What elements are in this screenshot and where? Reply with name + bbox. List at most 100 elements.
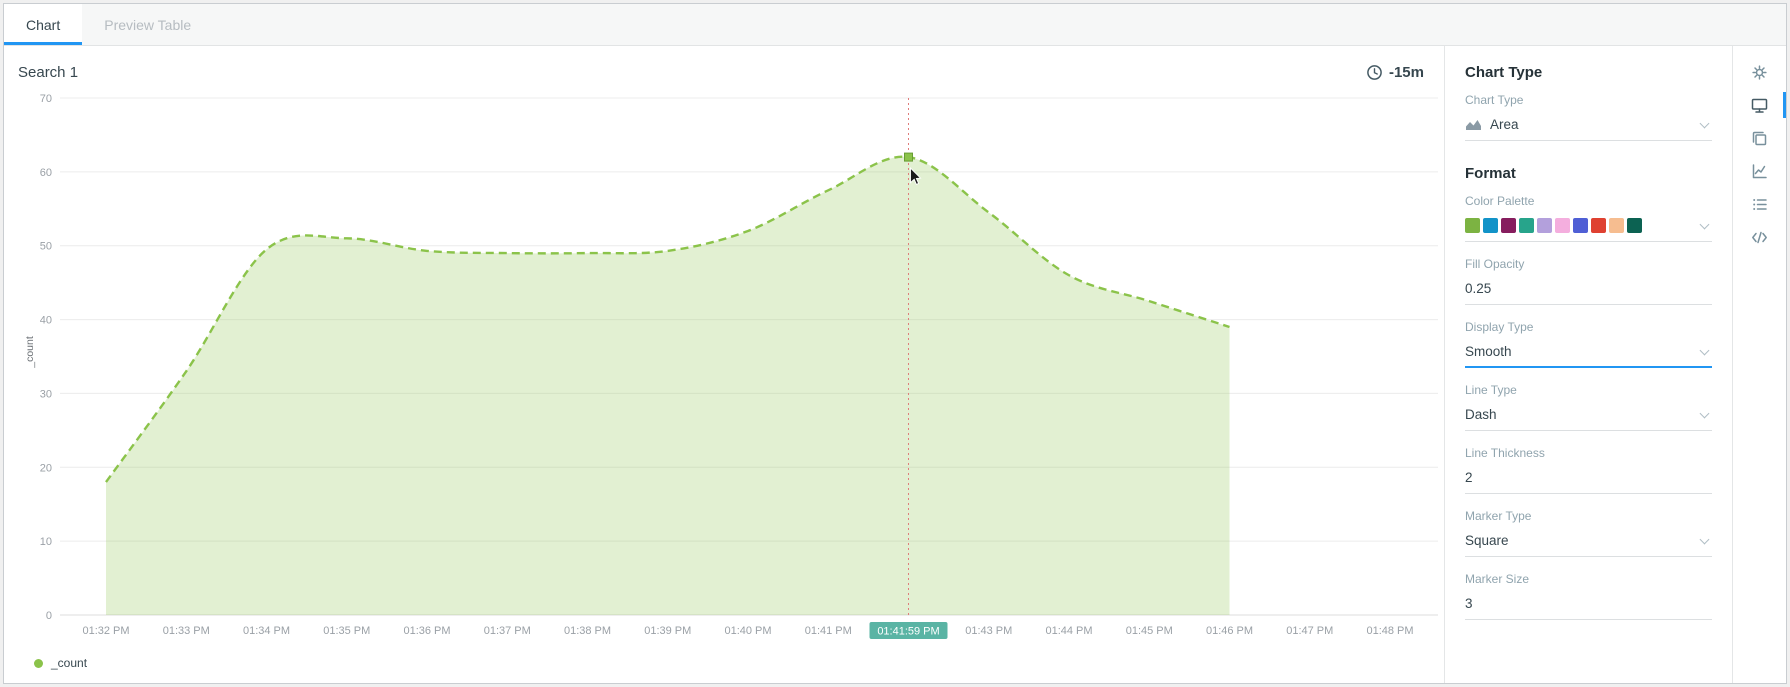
svg-text:01:47 PM: 01:47 PM <box>1286 625 1333 637</box>
field-chart-type: Chart Type Area <box>1465 93 1712 141</box>
tab-preview-table[interactable]: Preview Table <box>82 4 213 45</box>
tab-bar: Chart Preview Table <box>4 4 1786 46</box>
chart-legend: _count <box>18 649 1444 677</box>
chart-pane: Search 1 -15m _count 0 10 20 30 40 50 60 70 01:3… <box>4 46 1444 683</box>
line-type-select[interactable]: Dash <box>1465 405 1712 431</box>
palette-swatch-6 <box>1573 218 1588 233</box>
field-display-type: Display Type Smooth <box>1465 320 1712 368</box>
y-axis-title: _count <box>23 336 36 368</box>
hover-time-badge <box>869 622 948 639</box>
chevron-down-icon <box>1699 118 1710 128</box>
line-thickness-value: 2 <box>1465 470 1473 485</box>
display-monitor-icon[interactable] <box>1749 94 1771 116</box>
svg-text:01:40 PM: 01:40 PM <box>724 625 771 637</box>
chart-type-section-heading: Chart Type <box>1465 64 1543 81</box>
chevron-down-icon <box>1699 534 1710 544</box>
chevron-down-icon <box>1699 219 1710 229</box>
time-range-label: -15m <box>1388 63 1424 81</box>
display-type-value: Smooth <box>1465 344 1512 359</box>
copy-icon[interactable] <box>1749 127 1771 149</box>
legend-list-icon[interactable] <box>1749 193 1771 215</box>
line-type-value: Dash <box>1465 407 1497 422</box>
svg-text:60: 60 <box>40 167 52 179</box>
marker-size-value: 3 <box>1465 596 1473 611</box>
chevron-down-icon <box>1699 408 1710 418</box>
svg-text:01:36 PM: 01:36 PM <box>403 625 450 637</box>
palette-swatch-2 <box>1501 218 1516 233</box>
palette-swatch-9 <box>1627 218 1642 233</box>
svg-text:10: 10 <box>40 536 52 548</box>
area-fill <box>106 156 1230 615</box>
svg-text:01:46 PM: 01:46 PM <box>1206 625 1253 637</box>
palette-swatch-0 <box>1465 218 1480 233</box>
fill-opacity-value: 0.25 <box>1465 281 1492 296</box>
legend-series-label: _count <box>51 656 88 670</box>
marker-size-field-label: Marker Size <box>1465 572 1530 586</box>
panel-editor-window: Chart Preview Table Search 1 -15m _count <box>3 3 1787 684</box>
display-type-select[interactable]: Smooth <box>1465 342 1712 368</box>
line-thickness-field-label: Line Thickness <box>1465 446 1545 460</box>
display-type-field-label: Display Type <box>1465 320 1534 334</box>
svg-text:40: 40 <box>40 315 52 327</box>
svg-text:01:37 PM: 01:37 PM <box>484 625 531 637</box>
svg-text:01:38 PM: 01:38 PM <box>564 625 611 637</box>
clock-icon <box>1367 64 1382 80</box>
chart-type-select[interactable]: Area <box>1465 115 1712 141</box>
svg-text:01:34 PM: 01:34 PM <box>243 625 290 637</box>
svg-text:0: 0 <box>46 610 52 622</box>
marker-size-input[interactable]: 3 <box>1465 594 1712 620</box>
marker-type-select[interactable]: Square <box>1465 531 1712 557</box>
palette-swatch-7 <box>1591 218 1606 233</box>
main-content: Search 1 -15m _count 0 10 20 30 40 50 60 70 01:3… <box>4 46 1786 683</box>
mouse-cursor <box>910 166 922 185</box>
time-range-control[interactable]: -15m <box>1366 64 1424 81</box>
color-palette-swatches <box>1465 218 1642 233</box>
svg-text:50: 50 <box>40 241 52 253</box>
display-settings-panel: Chart Type Chart Type Area Format Color … <box>1444 46 1732 683</box>
palette-swatch-3 <box>1519 218 1534 233</box>
color-palette-select[interactable] <box>1465 216 1712 242</box>
svg-text:01:44 PM: 01:44 PM <box>1045 625 1092 637</box>
palette-swatch-5 <box>1555 218 1570 233</box>
panel-editor-toolbar <box>1732 46 1786 683</box>
area-chart-svg: 0 10 20 30 40 50 60 70 01:32 PM 01:33 PM 01:34 PM 0… <box>40 93 1438 639</box>
format-section-heading: Format <box>1465 165 1516 182</box>
legend-item[interactable]: _count <box>34 656 87 670</box>
tab-chart[interactable]: Chart <box>4 4 83 45</box>
fill-opacity-input[interactable]: 0.25 <box>1465 279 1712 305</box>
chart-type-field-label: Chart Type <box>1465 93 1524 107</box>
area-chart[interactable]: 0 10 20 30 40 50 60 70 01:32 PM 01:33 PM 01:34 PM 0… <box>18 88 1444 649</box>
field-color-palette: Color Palette <box>1465 194 1712 242</box>
line-thickness-input[interactable]: 2 <box>1465 468 1712 494</box>
svg-text:01:43 PM: 01:43 PM <box>965 625 1012 637</box>
svg-text:70: 70 <box>40 93 52 105</box>
plot-area-wrap: _count 0 10 20 30 40 50 60 70 01:32 PM 01:33 PM 01… <box>18 88 1444 649</box>
settings-gear-icon[interactable] <box>1749 61 1771 83</box>
field-line-type: Line Type Dash <box>1465 383 1712 431</box>
palette-swatch-1 <box>1483 218 1498 233</box>
axes-chart-icon[interactable] <box>1749 160 1771 182</box>
palette-swatch-4 <box>1537 218 1552 233</box>
hover-marker-square <box>904 152 913 162</box>
chart-title: Search 1 <box>18 63 79 81</box>
legend-series-marker <box>34 658 43 668</box>
svg-text:01:48 PM: 01:48 PM <box>1366 625 1413 637</box>
palette-swatch-8 <box>1609 218 1624 233</box>
marker-type-field-label: Marker Type <box>1465 509 1532 523</box>
fill-opacity-field-label: Fill Opacity <box>1465 257 1525 271</box>
chart-type-value: Area <box>1490 117 1519 132</box>
area-chart-type-icon <box>1466 120 1481 130</box>
field-marker-size: Marker Size 3 <box>1465 572 1712 620</box>
tab-preview-table-label: Preview Table <box>104 16 192 33</box>
color-palette-field-label: Color Palette <box>1465 194 1535 208</box>
code-icon[interactable] <box>1749 226 1771 248</box>
active-toolbar-indicator <box>1783 92 1786 118</box>
svg-text:20: 20 <box>40 462 52 474</box>
field-fill-opacity: Fill Opacity 0.25 <box>1465 257 1712 305</box>
tab-chart-label: Chart <box>26 16 61 33</box>
chart-header: Search 1 -15m <box>18 56 1444 88</box>
chevron-down-icon <box>1699 345 1710 355</box>
svg-text:01:45 PM: 01:45 PM <box>1126 625 1173 637</box>
line-type-field-label: Line Type <box>1465 383 1517 397</box>
